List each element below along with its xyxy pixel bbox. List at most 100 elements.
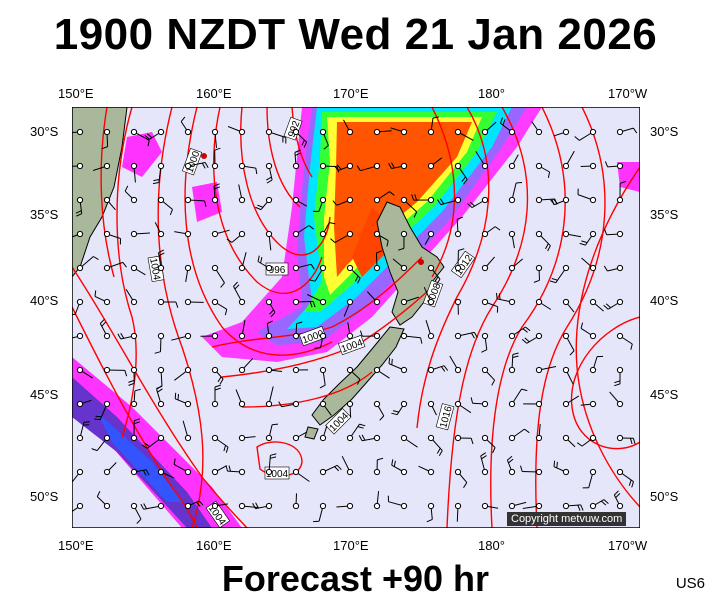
wind-barb-feather [628, 479, 632, 486]
wind-station [238, 400, 246, 408]
wind-station [508, 502, 516, 510]
wind-station [184, 434, 192, 442]
wind-station [508, 434, 516, 442]
wind-station [400, 298, 408, 306]
wind-station [427, 128, 435, 136]
wind-station [535, 400, 543, 408]
wind-station [616, 162, 624, 170]
wind-barb-feather [470, 438, 474, 445]
wind-barb-feather [601, 500, 607, 506]
wind-station [157, 468, 165, 476]
wind-station [130, 400, 138, 408]
lon-label-top-160e: 160°E [196, 86, 232, 101]
wind-barb-feather [376, 250, 383, 254]
lat-label-left-40s: 40°S [30, 293, 59, 308]
low-centre-marker [201, 153, 207, 159]
wind-barb-feather [157, 388, 163, 393]
wind-station [373, 434, 381, 442]
wind-barb-feather [550, 199, 555, 205]
wind-station [211, 162, 219, 170]
wind-station [292, 468, 300, 476]
wind-barbs [72, 116, 638, 524]
wind-barb-feather [225, 446, 229, 453]
wind-station [184, 162, 192, 170]
wind-barb-feather [175, 301, 179, 308]
wind-barb-feather [225, 465, 228, 472]
wind-station [427, 400, 435, 408]
wind-station [319, 502, 327, 510]
wind-station [76, 230, 84, 238]
wind-station [616, 400, 624, 408]
wind-barb-feather [551, 278, 558, 281]
wind-barb-feather [436, 278, 441, 285]
weather-map: 992 1000 1004 996 1000 1004 [72, 107, 640, 528]
wind-station [481, 264, 489, 272]
wind-station [616, 502, 624, 510]
wind-barb-feather [144, 135, 150, 140]
wind-barb-feather [389, 191, 395, 196]
wind-station [400, 366, 408, 374]
wind-barb-feather [219, 378, 224, 385]
wind-barb-feather [267, 320, 273, 324]
wind-station [103, 468, 111, 476]
wind-station [454, 128, 462, 136]
wind-station [481, 298, 489, 306]
wind-station [400, 128, 408, 136]
wind-barb-feather [614, 380, 621, 384]
wind-barb-feather [336, 164, 342, 170]
wind-station [211, 468, 219, 476]
wind-station [238, 264, 246, 272]
wind-station [211, 502, 219, 510]
wind-station [157, 434, 165, 442]
wind-station [589, 128, 597, 136]
wind-barb-feather [312, 301, 316, 308]
wind-barb-feather [334, 466, 340, 472]
wind-station [157, 502, 165, 510]
wind-station [616, 196, 624, 204]
wind-station [535, 366, 543, 374]
wind-station [103, 298, 111, 306]
wind-station [103, 230, 111, 238]
wind-station [319, 366, 327, 374]
lat-label-right-50s: 50°S [650, 489, 679, 504]
wind-station [346, 434, 354, 442]
wind-station [211, 332, 219, 340]
wind-station [157, 264, 165, 272]
wind-barb-feather [309, 301, 313, 308]
wind-barb-feather [214, 387, 221, 391]
wind-barb-feather [356, 378, 361, 385]
wind-station [130, 298, 138, 306]
wind-station [265, 230, 273, 238]
wind-barb-feather [99, 318, 105, 324]
wind-barb-feather [260, 256, 263, 264]
wind-barb-feather [420, 337, 423, 344]
wind-barb-feather [581, 240, 588, 244]
wind-barb-feather [156, 385, 162, 390]
wind-station [238, 366, 246, 374]
wind-station [562, 434, 570, 442]
wind-barb-feather [255, 502, 259, 509]
wind-station [157, 162, 165, 170]
wind-barb-feather [614, 383, 621, 387]
wind-station [292, 230, 300, 238]
wind-station [265, 298, 273, 306]
wind-station [184, 400, 192, 408]
wind-station [508, 162, 516, 170]
wind-station [589, 264, 597, 272]
wind-barb-feather [604, 228, 608, 235]
wind-barb-feather [502, 119, 506, 126]
wind-barb-feather [629, 438, 633, 445]
wind-barb-feather [204, 200, 207, 207]
wind-station [346, 502, 354, 510]
map-title: 1900 NZDT Wed 21 Jan 2026 [53, 10, 658, 59]
wind-station [238, 230, 246, 238]
wind-barb-feather [296, 321, 303, 325]
wind-barb-feather [463, 482, 468, 488]
wind-station [616, 332, 624, 340]
wind-barb-feather [117, 333, 122, 340]
wind-barb-feather [252, 503, 256, 509]
wind-barb-feather [392, 410, 399, 413]
wind-station [76, 128, 84, 136]
wind-station [562, 128, 570, 136]
wind-barb-feather [576, 442, 583, 447]
